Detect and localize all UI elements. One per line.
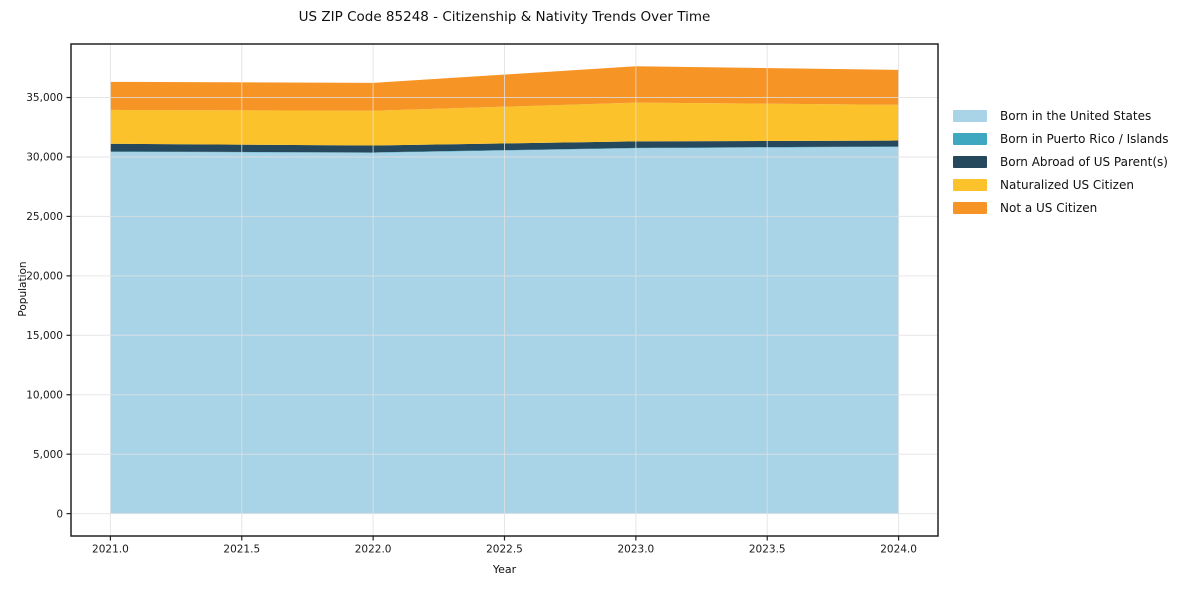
legend-swatch-icon: [953, 109, 987, 122]
y-tick-label: 0: [56, 508, 63, 520]
legend-item: Born in the United States: [953, 104, 1169, 127]
legend-swatch-icon: [953, 202, 987, 215]
y-tick-label: 15,000: [26, 330, 63, 342]
x-axis-label: Year: [492, 563, 517, 576]
legend: Born in the United States Born in Puerto …: [953, 104, 1169, 220]
legend-swatch-icon: [953, 179, 987, 192]
x-tick-label: 2024.0: [880, 544, 917, 556]
legend-item: Naturalized US Citizen: [953, 174, 1169, 197]
legend-item: Born Abroad of US Parent(s): [953, 150, 1169, 173]
x-tick-label: 2022.0: [355, 544, 392, 556]
legend-label: Born Abroad of US Parent(s): [1000, 154, 1168, 169]
legend-swatch-icon: [953, 155, 987, 168]
legend-item: Born in Puerto Rico / Islands: [953, 127, 1169, 150]
legend-label: Born in Puerto Rico / Islands: [1000, 131, 1169, 146]
y-tick-label: 20,000: [26, 271, 63, 283]
legend-label: Not a US Citizen: [1000, 201, 1098, 216]
legend-item: Not a US Citizen: [953, 197, 1169, 220]
chart-title: US ZIP Code 85248 - Citizenship & Nativi…: [298, 9, 711, 25]
y-tick-label: 30,000: [26, 152, 63, 164]
legend-swatch-icon: [953, 132, 987, 145]
y-tick-label: 10,000: [26, 389, 63, 401]
y-axis-label: Population: [17, 261, 29, 317]
x-tick-label: 2021.0: [92, 544, 129, 556]
x-tick-label: 2022.5: [486, 544, 523, 556]
legend-label: Naturalized US Citizen: [1000, 178, 1134, 193]
x-tick-label: 2023.5: [749, 544, 786, 556]
x-tick-label: 2023.0: [617, 544, 654, 556]
y-tick-label: 25,000: [26, 211, 63, 223]
legend-label: Born in the United States: [1000, 108, 1152, 123]
area-series: [110, 146, 899, 153]
y-tick-label: 5,000: [33, 449, 63, 461]
y-tick-label: 35,000: [26, 92, 63, 104]
x-tick-label: 2021.5: [223, 544, 260, 556]
